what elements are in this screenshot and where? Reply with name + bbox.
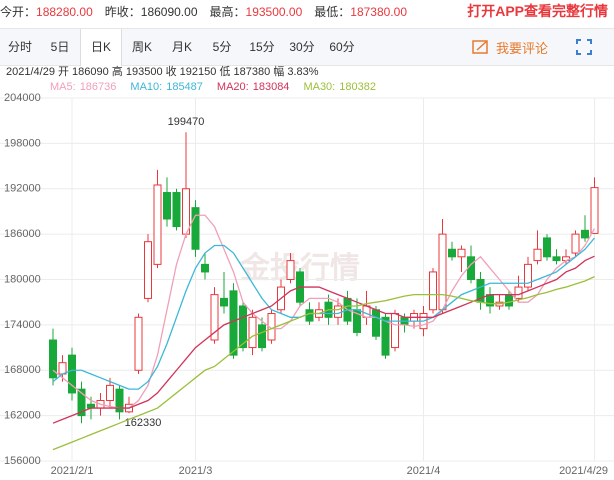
x-tick-label: 2021/3 (179, 465, 213, 477)
ma-line (52, 276, 595, 451)
legend-name: MA5: (50, 81, 76, 93)
candle-body (182, 188, 190, 235)
candle-body (239, 305, 247, 349)
ma-line (52, 214, 596, 409)
legend-name: MA20: (217, 81, 249, 93)
candle-body (438, 233, 447, 311)
candle-body (191, 207, 200, 250)
candle-body (153, 184, 162, 265)
candle-body (429, 271, 437, 311)
candle-body (258, 324, 266, 349)
candle-body (286, 260, 295, 280)
candle-body (581, 229, 589, 239)
legend-value: 186736 (80, 81, 117, 93)
candle-body (524, 263, 532, 288)
info-line: 2021/4/29 开 186090 高 193500 收 192150 低 1… (6, 65, 319, 78)
tab[interactable]: 日K (80, 29, 122, 66)
tab[interactable]: 分时 (7, 40, 32, 54)
y-tick-label: 180000 (4, 273, 41, 285)
candle-body (144, 241, 152, 299)
legend-name: MA30: (303, 81, 335, 93)
quote: 最低：187380.00 (314, 3, 407, 20)
candle-body (220, 297, 228, 307)
candle-body (590, 187, 599, 234)
candle-body (163, 192, 171, 220)
ma-line (52, 255, 595, 424)
y-tick-label: 186000 (4, 228, 41, 240)
high-label: 199470 (168, 116, 205, 128)
candle-body (505, 294, 513, 307)
quote-bar: 打开APP查看完整行情 今开：188280.00 昨收：186090.00 最高：1… (0, 0, 614, 22)
x-tick-label: 2021/2/1 (51, 465, 94, 477)
legend-value: 183084 (253, 81, 290, 93)
candle-body (106, 384, 114, 401)
y-tick-label: 168000 (4, 364, 41, 376)
quote-value: 188280.00 (36, 4, 93, 19)
candle-body (391, 313, 399, 349)
tab[interactable]: 60分 (329, 40, 355, 54)
candle-body (448, 248, 456, 258)
candle-body (552, 256, 561, 262)
candle-body (172, 192, 181, 228)
quote-value: 186090.00 (140, 4, 198, 19)
tab[interactable]: 月K (171, 40, 192, 54)
tab[interactable]: 15分 (249, 40, 275, 54)
tab[interactable]: 周K (131, 40, 152, 54)
candle-body (58, 362, 67, 375)
y-tick-label: 162000 (4, 410, 41, 422)
candle-body (210, 294, 219, 341)
y-tick-label: 192000 (4, 183, 41, 195)
tab[interactable]: 5分 (212, 40, 232, 54)
y-tick-label: 174000 (4, 319, 41, 331)
comment-button[interactable]: 我要评论 (472, 38, 548, 57)
quote-value: 187380.00 (350, 4, 407, 19)
quote: 最高：193500.00 (210, 3, 303, 20)
legend-value: 180382 (339, 81, 376, 93)
candle-body (68, 354, 76, 394)
candle-body (305, 309, 314, 322)
ma-line (52, 237, 595, 390)
legend-value: 185487 (166, 81, 203, 93)
quote: 昨收：186090.00 (105, 3, 198, 20)
x-tick-label: 2021/4/29 (559, 465, 608, 477)
candle-body (334, 305, 342, 318)
tab[interactable]: 5日 (50, 40, 70, 54)
candle-body (77, 388, 86, 417)
fullscreen-icon[interactable] (576, 39, 592, 55)
candle-body (514, 286, 523, 299)
chart: 2021/4/29 开 186090 高 193500 收 192150 低 1… (0, 65, 614, 477)
tab[interactable]: 30分 (289, 40, 315, 54)
quote: 今开：188280.00 (0, 3, 93, 20)
quote-label: 今开： (0, 4, 37, 19)
candle-body (543, 237, 551, 258)
legend-name: MA10: (130, 81, 162, 93)
candle-body (533, 248, 542, 262)
candle-body (248, 316, 257, 349)
candle-body (571, 233, 580, 254)
candle-body (115, 388, 124, 413)
app-link[interactable]: 打开APP查看完整行情 (467, 3, 608, 19)
comment-icon (472, 40, 488, 54)
low-label: 162330 (125, 417, 162, 429)
quote-value: 193500.00 (245, 4, 303, 19)
candle-body (362, 305, 371, 318)
candle-body (457, 248, 466, 258)
candle-body (372, 309, 380, 337)
quote-label: 最高： (209, 4, 246, 19)
quote-label: 最低： (314, 4, 351, 19)
candle-body (49, 339, 57, 379)
y-tick-label: 156000 (4, 455, 41, 467)
candle-body (134, 316, 143, 371)
quote-label: 昨收： (104, 4, 141, 19)
tab-bar: 分时 5日 日K 周K 月K 5分 15分 30分 60分 我要评论 (0, 28, 614, 66)
candle-body (229, 290, 238, 356)
candle-body (381, 316, 390, 356)
y-tick-label: 204000 (4, 92, 41, 104)
comment-label: 我要评论 (495, 40, 548, 56)
x-tick-label: 2021/4 (407, 465, 441, 477)
y-tick-label: 198000 (4, 137, 41, 149)
candle-body (201, 263, 209, 273)
